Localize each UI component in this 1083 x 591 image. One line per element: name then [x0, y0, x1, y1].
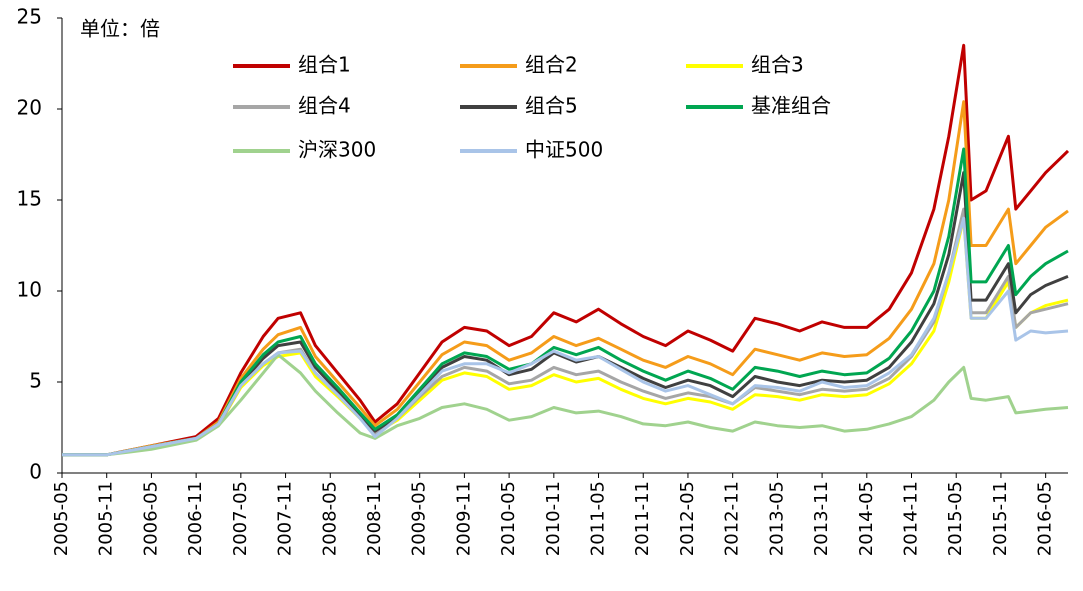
- x-tick-label: 2014-11: [901, 481, 922, 556]
- legend-label: 组合5: [525, 94, 578, 118]
- x-tick-label: 2016-05: [1035, 481, 1056, 556]
- legend-label: 沪深300: [298, 138, 376, 162]
- x-tick-label: 2008-05: [319, 481, 340, 556]
- unit-annotation: 单位：倍: [80, 17, 160, 41]
- x-tick-label: 2011-11: [632, 481, 653, 556]
- legend-label: 基准组合: [751, 94, 831, 118]
- series-line: [62, 147, 1069, 457]
- series-line: [62, 43, 1070, 457]
- series-line: [62, 216, 1069, 457]
- x-tick-label: 2013-11: [811, 481, 832, 556]
- x-tick-label: 2007-11: [275, 481, 296, 556]
- x-tick-label: 2008-11: [364, 481, 385, 556]
- y-tick-label: 25: [17, 5, 42, 29]
- y-tick-label: 15: [17, 187, 42, 211]
- legend-label: 组合2: [525, 53, 578, 77]
- legend-label: 组合4: [298, 94, 351, 118]
- x-tick-label: 2007-05: [230, 481, 251, 556]
- x-tick-label: 2013-05: [766, 481, 787, 556]
- x-tick-label: 2006-05: [140, 481, 161, 556]
- series-line: [62, 353, 1069, 457]
- x-tick-label: 2009-11: [453, 481, 474, 556]
- x-tick-label: 2006-11: [185, 481, 206, 556]
- x-tick-label: 2014-05: [856, 481, 877, 556]
- y-tick-label: 20: [17, 96, 42, 120]
- x-tick-label: 2009-05: [409, 481, 430, 556]
- legend-label: 组合3: [751, 53, 804, 77]
- legend-label: 组合1: [298, 53, 351, 77]
- series-line: [62, 216, 1069, 457]
- y-tick-label: 10: [17, 278, 42, 302]
- x-tick-label: 2005-05: [51, 481, 72, 556]
- x-tick-label: 2010-05: [498, 481, 519, 556]
- series-line: [62, 171, 1069, 457]
- x-tick-label: 2012-11: [722, 481, 743, 556]
- x-tick-label: 2010-11: [543, 481, 564, 556]
- x-tick-label: 2011-05: [588, 481, 609, 556]
- x-tick-label: 2015-05: [945, 481, 966, 556]
- y-tick-label: 5: [29, 369, 42, 393]
- y-tick-label: 0: [29, 460, 42, 484]
- series-line: [62, 100, 1069, 457]
- x-tick-label: 2015-11: [990, 481, 1011, 556]
- x-tick-label: 2005-11: [96, 481, 117, 556]
- x-tick-label: 2012-05: [677, 481, 698, 556]
- legend-label: 中证500: [525, 138, 603, 162]
